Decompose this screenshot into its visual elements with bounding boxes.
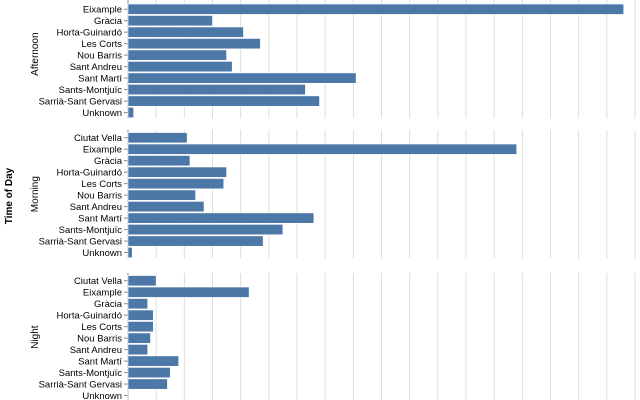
- bar: [127, 378, 168, 390]
- y-tick-label: Sants-Montjuïc: [59, 225, 123, 236]
- bar: [127, 166, 227, 178]
- bar: [127, 309, 154, 321]
- y-tick-label: Unknown: [82, 391, 122, 400]
- y-tick-label: Sarrià-Sant Gervasi: [39, 236, 122, 247]
- bar: [127, 212, 315, 224]
- y-tick-label: Sant Andreu: [70, 202, 122, 213]
- y-tick-label: Eixample: [83, 145, 122, 156]
- y-tick-label: Sant Martí: [78, 74, 122, 85]
- y-tick-label: Eixample: [83, 5, 122, 16]
- bar: [127, 332, 151, 344]
- y-tick-label: Nou Barris: [77, 191, 122, 202]
- facet-row-label: Afternoon: [30, 32, 41, 75]
- y-tick-label: Les Corts: [81, 39, 122, 50]
- bar: [127, 286, 250, 298]
- bar: [127, 61, 233, 73]
- bar: [127, 224, 284, 236]
- y-tick-label: Unknown: [82, 108, 122, 119]
- y-tick-label: Ciutat Vella: [74, 276, 123, 287]
- facet-axis-title: Time of Day: [4, 167, 15, 224]
- bar: [127, 355, 180, 367]
- y-tick-label: Sant Andreu: [70, 62, 122, 73]
- bar: [127, 26, 244, 38]
- y-tick-label: Ciutat Vella: [74, 133, 123, 144]
- y-tick-label: Horta-Guinardó: [57, 168, 122, 179]
- bar: [127, 84, 306, 96]
- panel-night: Night Ciutat VellaEixampleGràciaHorta-Gui…: [30, 273, 636, 400]
- panel-morning: Morning Ciutat VellaEixampleGràciaHorta-G…: [30, 130, 636, 259]
- y-tick-label: Sant Andreu: [70, 345, 122, 356]
- y-tick-label: Sarrià-Sant Gervasi: [39, 96, 122, 107]
- bar: [127, 235, 264, 247]
- bar: [127, 367, 171, 379]
- bar: [127, 132, 188, 144]
- y-tick-label: Gràcia: [94, 299, 123, 310]
- bar: [127, 247, 133, 259]
- bar: [127, 178, 225, 190]
- panel-afternoon: Afternoon EixampleGràciaHorta-GuinardóLes…: [30, 0, 636, 119]
- y-tick-label: Les Corts: [81, 179, 122, 190]
- bar: [127, 344, 149, 356]
- facet-row-label: Night: [30, 325, 41, 349]
- y-tick-label: Sants-Montjuïc: [59, 368, 123, 379]
- bar: [127, 155, 191, 167]
- y-tick-label: Les Corts: [81, 322, 122, 333]
- chart-panels: AfternoonEixampleGràciaHorta-GuinardóLes…: [30, 0, 636, 400]
- y-tick-label: Eixample: [83, 288, 122, 299]
- bar: [127, 72, 357, 84]
- y-tick-label: Nou Barris: [77, 334, 122, 345]
- bar: [127, 201, 205, 213]
- bar: [127, 95, 320, 107]
- y-tick-label: Unknown: [82, 248, 122, 259]
- bar: [127, 321, 154, 333]
- bar: [127, 143, 518, 155]
- y-tick-label: Horta-Guinardó: [57, 311, 122, 322]
- facet-row-label: Morning: [30, 176, 41, 212]
- bar: [127, 49, 227, 61]
- y-tick-label: Sant Martí: [78, 357, 122, 368]
- y-tick-label: Sants-Montjuïc: [59, 85, 123, 96]
- bar: [127, 189, 196, 201]
- y-tick-label: Gràcia: [94, 156, 123, 167]
- y-tick-label: Sant Martí: [78, 214, 122, 225]
- bar: [127, 3, 625, 15]
- y-tick-label: Gràcia: [94, 16, 123, 27]
- y-tick-label: Horta-Guinardó: [57, 28, 122, 39]
- y-tick-label: Nou Barris: [77, 51, 122, 62]
- bar: [127, 275, 157, 287]
- bar: [127, 15, 213, 27]
- bar: [127, 107, 134, 119]
- y-tick-label: Sarrià-Sant Gervasi: [39, 379, 122, 390]
- bar: [127, 390, 130, 400]
- bar: [127, 298, 149, 310]
- bar: [127, 38, 261, 50]
